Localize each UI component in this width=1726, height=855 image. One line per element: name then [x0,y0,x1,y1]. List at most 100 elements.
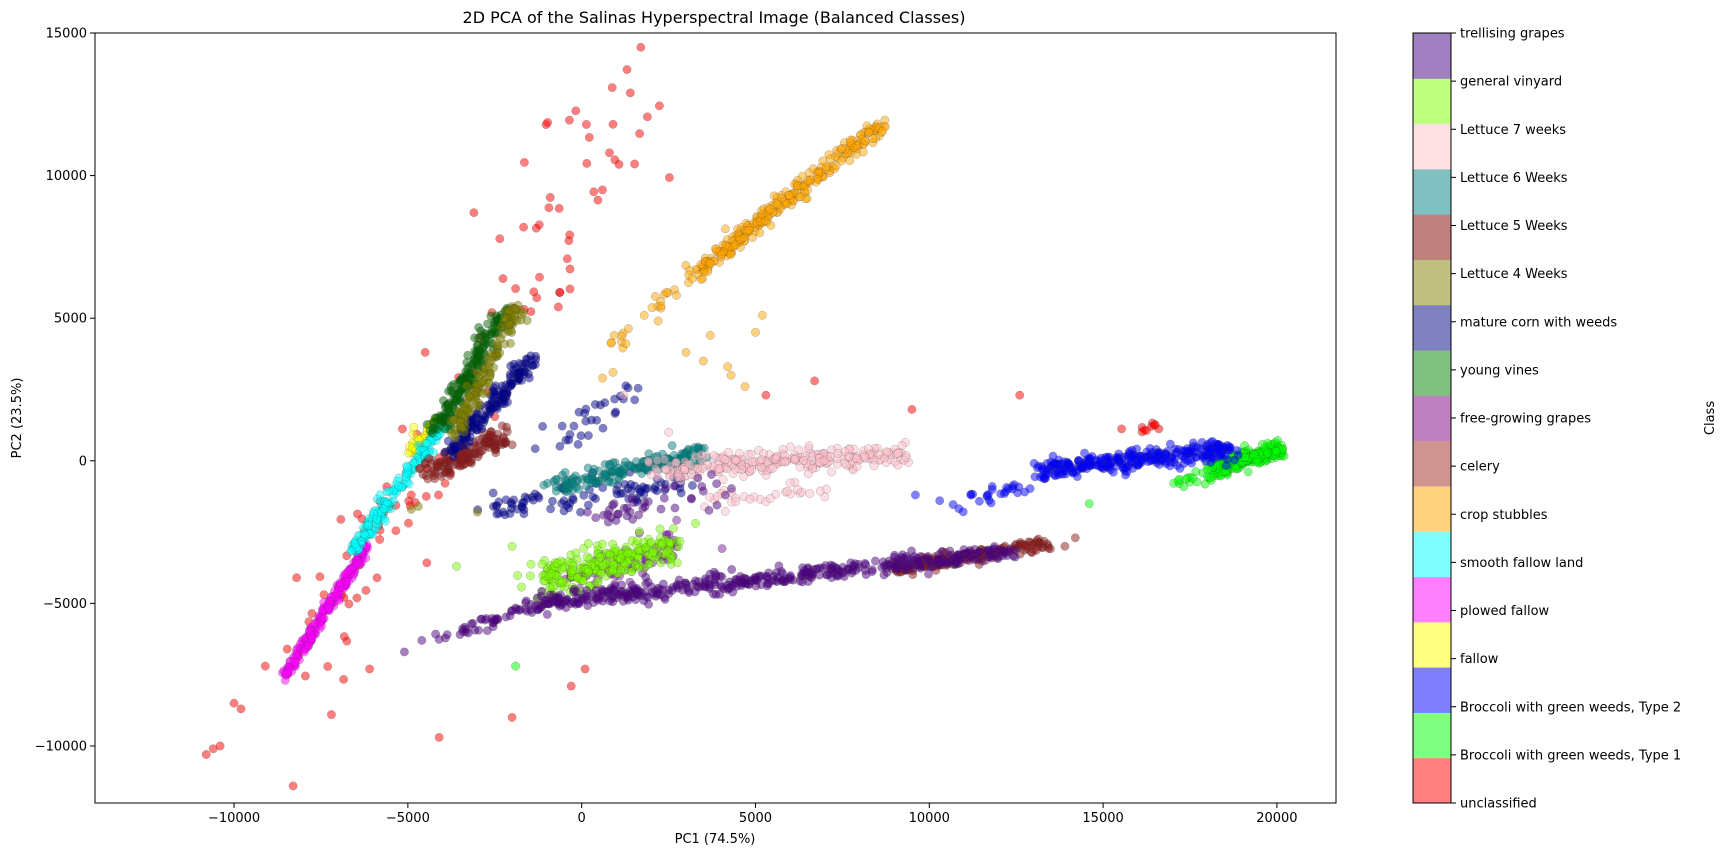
data-point [632,536,642,546]
data-point [450,444,460,454]
data-point [363,520,373,530]
data-point [691,518,700,528]
data-point [772,198,782,208]
data-point [288,781,298,791]
data-point [425,426,435,436]
colorbar-cell [1413,395,1451,442]
colorbar-cell [1413,576,1451,623]
data-point [555,441,565,451]
data-point [598,423,608,433]
data-point [720,224,730,234]
data-point [949,553,959,563]
data-point [625,88,635,98]
data-point [576,431,586,441]
data-point [537,559,547,569]
data-point [260,661,270,671]
data-point [1136,455,1146,465]
data-point [720,240,730,250]
y-axis-label: PC2 (23.5%) [10,378,25,459]
data-point [1050,471,1060,481]
x-tick-label: 0 [578,811,586,826]
data-point [513,571,523,580]
data-point [324,603,334,613]
data-point [776,567,786,576]
series-trellising-grapes [399,470,1021,657]
data-point [511,284,521,294]
data-point [1070,533,1080,543]
data-point [698,486,708,496]
data-point [404,518,413,528]
data-point [712,500,722,510]
data-point [669,481,679,491]
data-point [456,422,466,432]
data-point [751,327,760,337]
data-point [388,486,398,496]
data-point [889,561,899,571]
data-point [525,571,535,581]
data-point [986,553,996,563]
data-point [582,158,592,168]
data-point [633,563,643,573]
data-point [532,605,542,615]
data-point [421,491,431,501]
data-point [517,582,526,592]
data-point [1072,472,1082,482]
data-point [344,599,354,609]
data-point [686,494,696,504]
data-point [607,83,617,93]
data-point [659,493,669,503]
data-point [700,574,710,584]
data-point [813,174,823,184]
data-point [709,451,719,461]
data-point [542,610,552,619]
data-point [1060,541,1070,551]
data-point [939,557,949,567]
data-point [707,470,716,479]
data-point [924,569,933,579]
data-point [600,398,610,408]
colorbar-cell [1413,350,1451,396]
data-point [461,367,471,377]
data-point [593,195,603,205]
data-point [562,254,572,264]
data-point [780,457,790,467]
data-point [485,371,495,381]
data-point [948,500,958,510]
data-point [571,548,581,558]
data-point [720,455,730,465]
data-point [777,575,787,585]
data-point [643,456,653,466]
colorbar-tick-label: young vines [1460,363,1539,378]
data-point [1142,426,1152,436]
colorbar-cell [1413,667,1451,713]
data-point [431,629,441,639]
data-point [705,330,715,340]
data-point [636,42,646,52]
data-point [462,381,472,391]
data-point [598,561,608,571]
data-point [589,187,599,197]
data-point [793,181,803,191]
data-point [565,264,575,274]
data-point [869,461,879,471]
data-point [660,455,670,465]
data-point [486,311,496,321]
data-point [630,395,640,405]
colorbar: unclassified Broccoli with green weeds, T… [1412,27,1681,812]
colorbar-tick-label: Lettuce 6 Weeks [1460,171,1568,186]
data-point [336,514,346,524]
scatter-points [201,42,1289,791]
x-tick-label: −10000 [208,811,260,826]
plot-frame [94,32,1337,804]
data-point [1005,544,1015,554]
colorbar-tick-label: crop stubbles [1460,508,1548,523]
data-point [712,479,722,489]
data-point [622,65,632,75]
data-point [595,552,605,562]
data-point [379,504,389,514]
data-point [765,204,775,214]
data-point [546,569,556,579]
data-point [1191,467,1201,476]
data-point [621,381,631,391]
data-point [1213,446,1223,456]
